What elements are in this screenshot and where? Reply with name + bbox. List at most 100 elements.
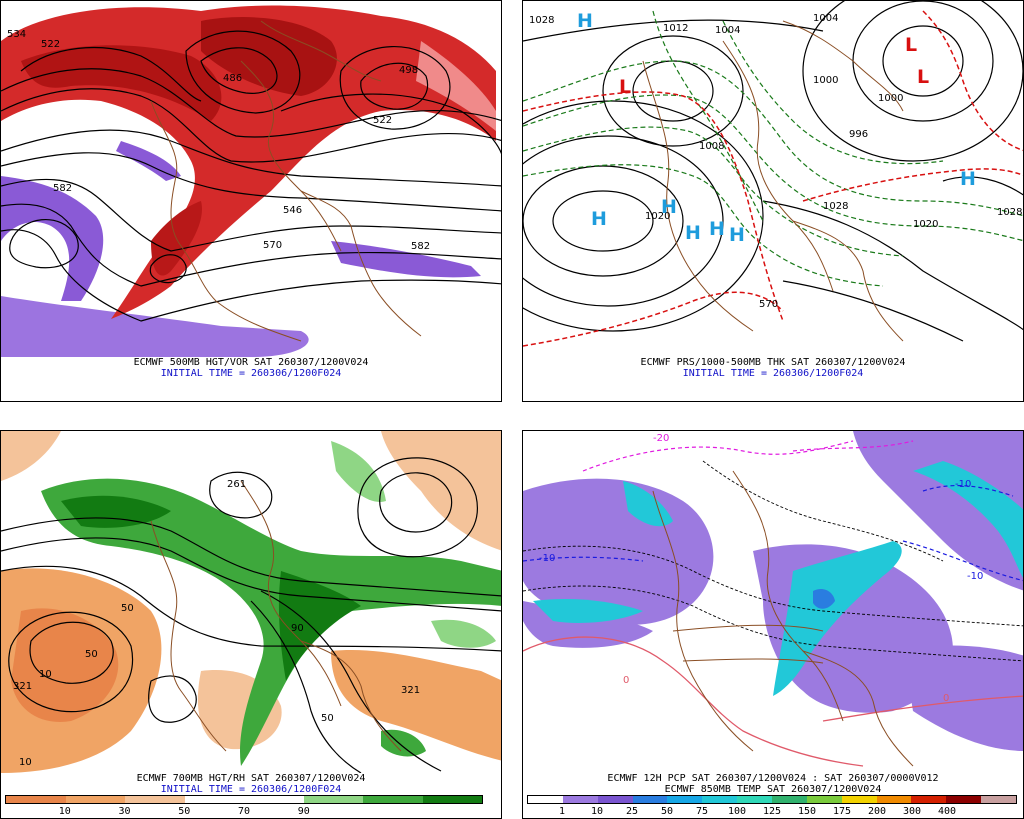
- colorbar-tick-label: 400: [937, 806, 957, 817]
- high-pressure-icon: H: [729, 224, 745, 246]
- dry-area: [1, 431, 61, 481]
- contour-label: 582: [53, 183, 72, 194]
- moist-area: [431, 619, 496, 648]
- precip-colorbar-ticks: 1 10 25 50 75 100 125 150 175 200 300 400: [527, 806, 1017, 818]
- colorbar-tick-label: 150: [797, 806, 817, 817]
- contour-label: 321: [13, 681, 32, 692]
- contour-label: 498: [399, 65, 418, 76]
- colorbar-swatch: [737, 796, 773, 803]
- map-700mb: 261 321 321 50 10 50 10 50 90: [1, 431, 501, 773]
- coastlines: [150, 20, 422, 342]
- isobar-label: 1000: [878, 93, 903, 104]
- isobar-label: 1012: [663, 23, 688, 34]
- colorbar-tick-label: 100: [727, 806, 747, 817]
- precip-area-heavy: [773, 541, 902, 696]
- rh-label: 10: [39, 669, 52, 680]
- colorbar-swatch: [911, 796, 947, 803]
- map-500mb: 534 522 486 498 522 582 570 582 546: [1, 1, 501, 357]
- panel-title: ECMWF PRS/1000-500MB THK SAT 260307/1200…: [640, 357, 906, 368]
- isobar-label: 1028: [823, 201, 848, 212]
- isobar-label: 1020: [645, 211, 670, 222]
- neg-vorticity-area: [116, 141, 181, 181]
- colorbar-tick-label: 75: [695, 806, 709, 817]
- colorbar-tick-label: 125: [762, 806, 782, 817]
- colorbar-swatch: [528, 796, 563, 803]
- isotherm-label: -10: [967, 571, 983, 582]
- precip-area: [853, 431, 1023, 591]
- contour-label: 546: [283, 205, 302, 216]
- precip-area-heavy: [533, 599, 643, 623]
- colorbar-swatch: [65, 796, 125, 803]
- colorbar-swatch: [597, 796, 633, 803]
- low-pressure-icon: L: [619, 76, 631, 98]
- moist-area: [61, 495, 171, 528]
- high-pressure-icon: H: [685, 222, 701, 244]
- colorbar-swatch: [632, 796, 668, 803]
- isotherms: [523, 460, 1023, 662]
- colorbar-swatch: [363, 796, 423, 803]
- contour-label: 582: [411, 241, 430, 252]
- isotherm-label: 0: [623, 675, 629, 686]
- isotherm-label: -10: [539, 553, 555, 564]
- neg-vorticity-area: [331, 241, 481, 278]
- high-pressure-icon: H: [709, 218, 725, 240]
- rh-label: 90: [291, 623, 304, 634]
- colorbar-tick-label: 10: [58, 806, 71, 817]
- rh-label: 50: [121, 603, 134, 614]
- dry-area: [381, 431, 501, 551]
- isotherms-cold: [582, 440, 914, 472]
- isobar-label: 1000: [813, 75, 838, 86]
- colorbar-swatch: [946, 796, 982, 803]
- panel-title: ECMWF 12H PCP SAT 260307/1200V024 : SAT …: [607, 773, 939, 784]
- moist-area: [41, 478, 501, 766]
- colorbar-tick-label: 175: [832, 806, 852, 817]
- height-contours: [1, 457, 501, 773]
- colorbar-tick-label: 30: [118, 806, 131, 817]
- contour-label: 534: [7, 29, 26, 40]
- isotherms-warm: [523, 636, 1023, 767]
- contour-label: 321: [401, 685, 420, 696]
- rh-label: 10: [19, 757, 32, 768]
- precip-area: [903, 645, 1023, 751]
- initial-time: INITIAL TIME = 260306/1200F024: [682, 368, 864, 379]
- contour-label: 570: [263, 240, 282, 251]
- coastlines: [652, 470, 914, 767]
- colorbar-tick-label: 300: [902, 806, 922, 817]
- colorbar-swatch: [981, 796, 1017, 803]
- neg-vorticity-area: [1, 296, 309, 357]
- colorbar-tick-label: 70: [237, 806, 251, 817]
- dry-area: [11, 608, 119, 722]
- colorbar-swatch: [667, 796, 703, 803]
- isobar-label: 1004: [813, 13, 838, 24]
- contour-label: 261: [227, 479, 246, 490]
- colorbar-tick-label: 200: [867, 806, 887, 817]
- colorbar-swatch: [6, 796, 66, 803]
- map-precip: -20 -10 -10 -10 0 0: [523, 431, 1023, 773]
- coastlines: [150, 480, 402, 752]
- isobar-label: 1020: [913, 219, 938, 230]
- colorbar-tick-label: 25: [625, 806, 639, 817]
- low-pressure-icon: L: [917, 66, 929, 88]
- isotherm-label: -10: [955, 479, 971, 490]
- high-pressure-icon: H: [960, 168, 976, 190]
- isobars: [523, 1, 1023, 342]
- isobar-label: 1004: [715, 25, 740, 36]
- height-contours: [1, 30, 501, 322]
- colorbar-swatch: [125, 796, 185, 803]
- coastlines: [642, 20, 904, 342]
- high-pressure-icon: H: [591, 208, 607, 230]
- colorbar-tick-label: 1: [558, 806, 566, 817]
- colorbar-swatch: [562, 796, 598, 803]
- panel-700mb-hgt-rh: 261 321 321 50 10 50 10 50 90 ECMWF 700M…: [0, 430, 502, 819]
- isobar-label: 1028: [997, 207, 1022, 218]
- colorbar-swatch: [244, 796, 304, 803]
- rh-label: 50: [321, 713, 334, 724]
- low-pressure-icon: L: [905, 34, 917, 56]
- colorbar-tick-label: 50: [660, 806, 674, 817]
- contour-label: 522: [41, 39, 60, 50]
- colorbar-tick-label: 10: [590, 806, 604, 817]
- isobar-label: 996: [849, 129, 868, 140]
- isotherms-zero: [523, 484, 1023, 582]
- panel-precip-850temp: -20 -10 -10 -10 0 0 ECMWF 12H PCP SAT 26…: [522, 430, 1024, 819]
- colorbar-swatch: [876, 796, 912, 803]
